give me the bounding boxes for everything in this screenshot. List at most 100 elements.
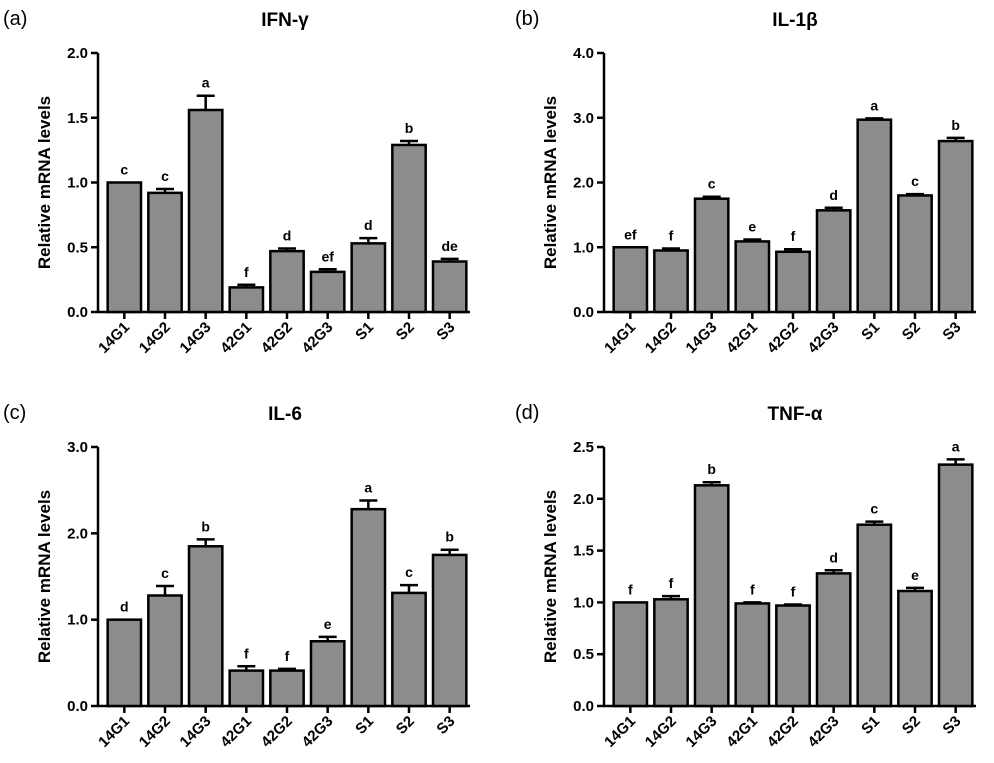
bar-42G1 (734, 240, 771, 314)
y-tick-label: 0.0 (67, 304, 88, 321)
x-tick-label: S1 (352, 713, 377, 738)
panel-a: (a) IFN-γ Relative mRNA levels 0.0 0.5 1.0 1.5… (3, 8, 470, 357)
x-tick-label: S3 (939, 713, 964, 738)
bar-S3 (937, 463, 974, 708)
bar-42G3 (309, 640, 346, 708)
bar-S2 (897, 194, 933, 314)
y-tick-label: 1.5 (67, 110, 88, 127)
bar-42G3 (815, 209, 852, 314)
significance-label: a (364, 480, 372, 496)
chart-title: TNF-α (768, 404, 823, 425)
significance-label: b (201, 518, 210, 534)
y-tick-label: 2.0 (573, 175, 594, 192)
significance-label: c (161, 565, 169, 581)
significance-label: c (708, 176, 716, 192)
significance-label: f (791, 228, 796, 244)
x-tick-label: 42G3 (805, 713, 843, 751)
x-tick-label: 42G1 (217, 713, 255, 751)
x-tick-label: 14G1 (95, 319, 133, 357)
y-tick-label: 1.5 (573, 543, 594, 560)
y-tick-label: 1.0 (67, 175, 88, 192)
y-tick-label: 0.5 (573, 646, 594, 663)
y-tick-label: 2.0 (67, 525, 88, 542)
bar-14G1 (106, 181, 143, 314)
significance-label: d (283, 228, 292, 244)
x-tick-label: 14G3 (683, 319, 721, 357)
y-tick-label: 2.0 (67, 45, 88, 62)
x-tick-label: 14G2 (642, 319, 680, 357)
x-tick-label: 14G1 (95, 713, 133, 751)
x-tick-label: S2 (899, 713, 924, 738)
y-tick-label: 4.0 (573, 45, 594, 62)
significance-label: c (120, 162, 128, 178)
x-tick-label: S3 (433, 713, 458, 738)
x-tick-label: 42G2 (258, 713, 296, 751)
significance-label: f (669, 575, 674, 591)
x-tick-label: 14G2 (136, 713, 174, 751)
panel-c: (c) IL-6 Relative mRNA levels 0.0 1.0 2.0 3.0 d… (3, 402, 470, 751)
chart-title: IFN-γ (261, 10, 309, 31)
significance-label: e (748, 218, 756, 234)
x-tick-label: S2 (899, 319, 924, 344)
bar-42G1 (228, 669, 265, 708)
significance-label: ef (321, 248, 334, 264)
bar-S2 (391, 143, 427, 314)
bar-14G3 (187, 545, 224, 708)
significance-label: d (364, 217, 373, 233)
y-tick-label: 0.0 (573, 304, 594, 321)
significance-label: e (324, 616, 332, 632)
x-tick-label: 42G3 (299, 319, 337, 357)
bar-14G1 (106, 618, 143, 708)
significance-label: c (161, 168, 169, 184)
bar-S2 (391, 591, 427, 708)
y-axis-label: Relative mRNA levels (541, 96, 560, 269)
x-tick-label: S1 (352, 319, 377, 344)
x-tick-label: 14G1 (601, 319, 639, 357)
significance-label: c (870, 501, 878, 517)
x-tick-label: S1 (858, 713, 883, 738)
x-tick-label: S3 (433, 319, 458, 344)
y-tick-label: 3.0 (67, 439, 88, 456)
x-tick-label: 14G3 (683, 713, 721, 751)
significance-label: f (669, 228, 674, 244)
significance-label: c (911, 173, 919, 189)
significance-label: f (244, 645, 249, 661)
bar-S1 (856, 118, 893, 314)
bar-S1 (350, 242, 387, 314)
bar-14G3 (187, 108, 224, 314)
bar-14G2 (147, 191, 183, 314)
panel-label: (c) (3, 402, 26, 424)
significance-label: f (244, 264, 249, 280)
bar-S3 (937, 139, 974, 314)
significance-label: f (285, 648, 290, 664)
x-tick-label: 42G1 (723, 319, 761, 357)
significance-label: b (445, 529, 454, 545)
y-axis-label: Relative mRNA levels (541, 490, 560, 663)
x-tick-label: 14G3 (177, 713, 215, 751)
y-tick-label: 1.0 (67, 612, 88, 629)
significance-label: f (750, 581, 755, 597)
bar-14G2 (653, 249, 689, 314)
bar-S1 (856, 523, 893, 708)
significance-label: a (202, 75, 210, 91)
bar-42G2 (775, 604, 811, 708)
significance-label: b (707, 461, 716, 477)
bar-42G3 (309, 270, 346, 314)
chart-title: IL-6 (268, 404, 302, 425)
x-tick-label: 14G1 (601, 713, 639, 751)
bar-S3 (431, 553, 468, 708)
x-tick-label: 42G2 (764, 713, 802, 751)
bar-14G3 (693, 484, 730, 708)
y-axis-label: Relative mRNA levels (35, 96, 54, 269)
x-tick-label: S2 (393, 319, 418, 344)
bar-42G2 (269, 669, 305, 708)
bar-14G2 (653, 598, 689, 708)
bar-S1 (350, 507, 387, 708)
x-tick-label: 42G3 (299, 713, 337, 751)
y-tick-label: 0.0 (573, 698, 594, 715)
x-tick-label: 42G1 (217, 319, 255, 357)
significance-label: d (829, 187, 838, 203)
y-tick-label: 0.5 (67, 239, 88, 256)
panel-b: (b) IL-1β Relative mRNA levels 0.0 1.0 2.0 3.0… (515, 8, 976, 357)
